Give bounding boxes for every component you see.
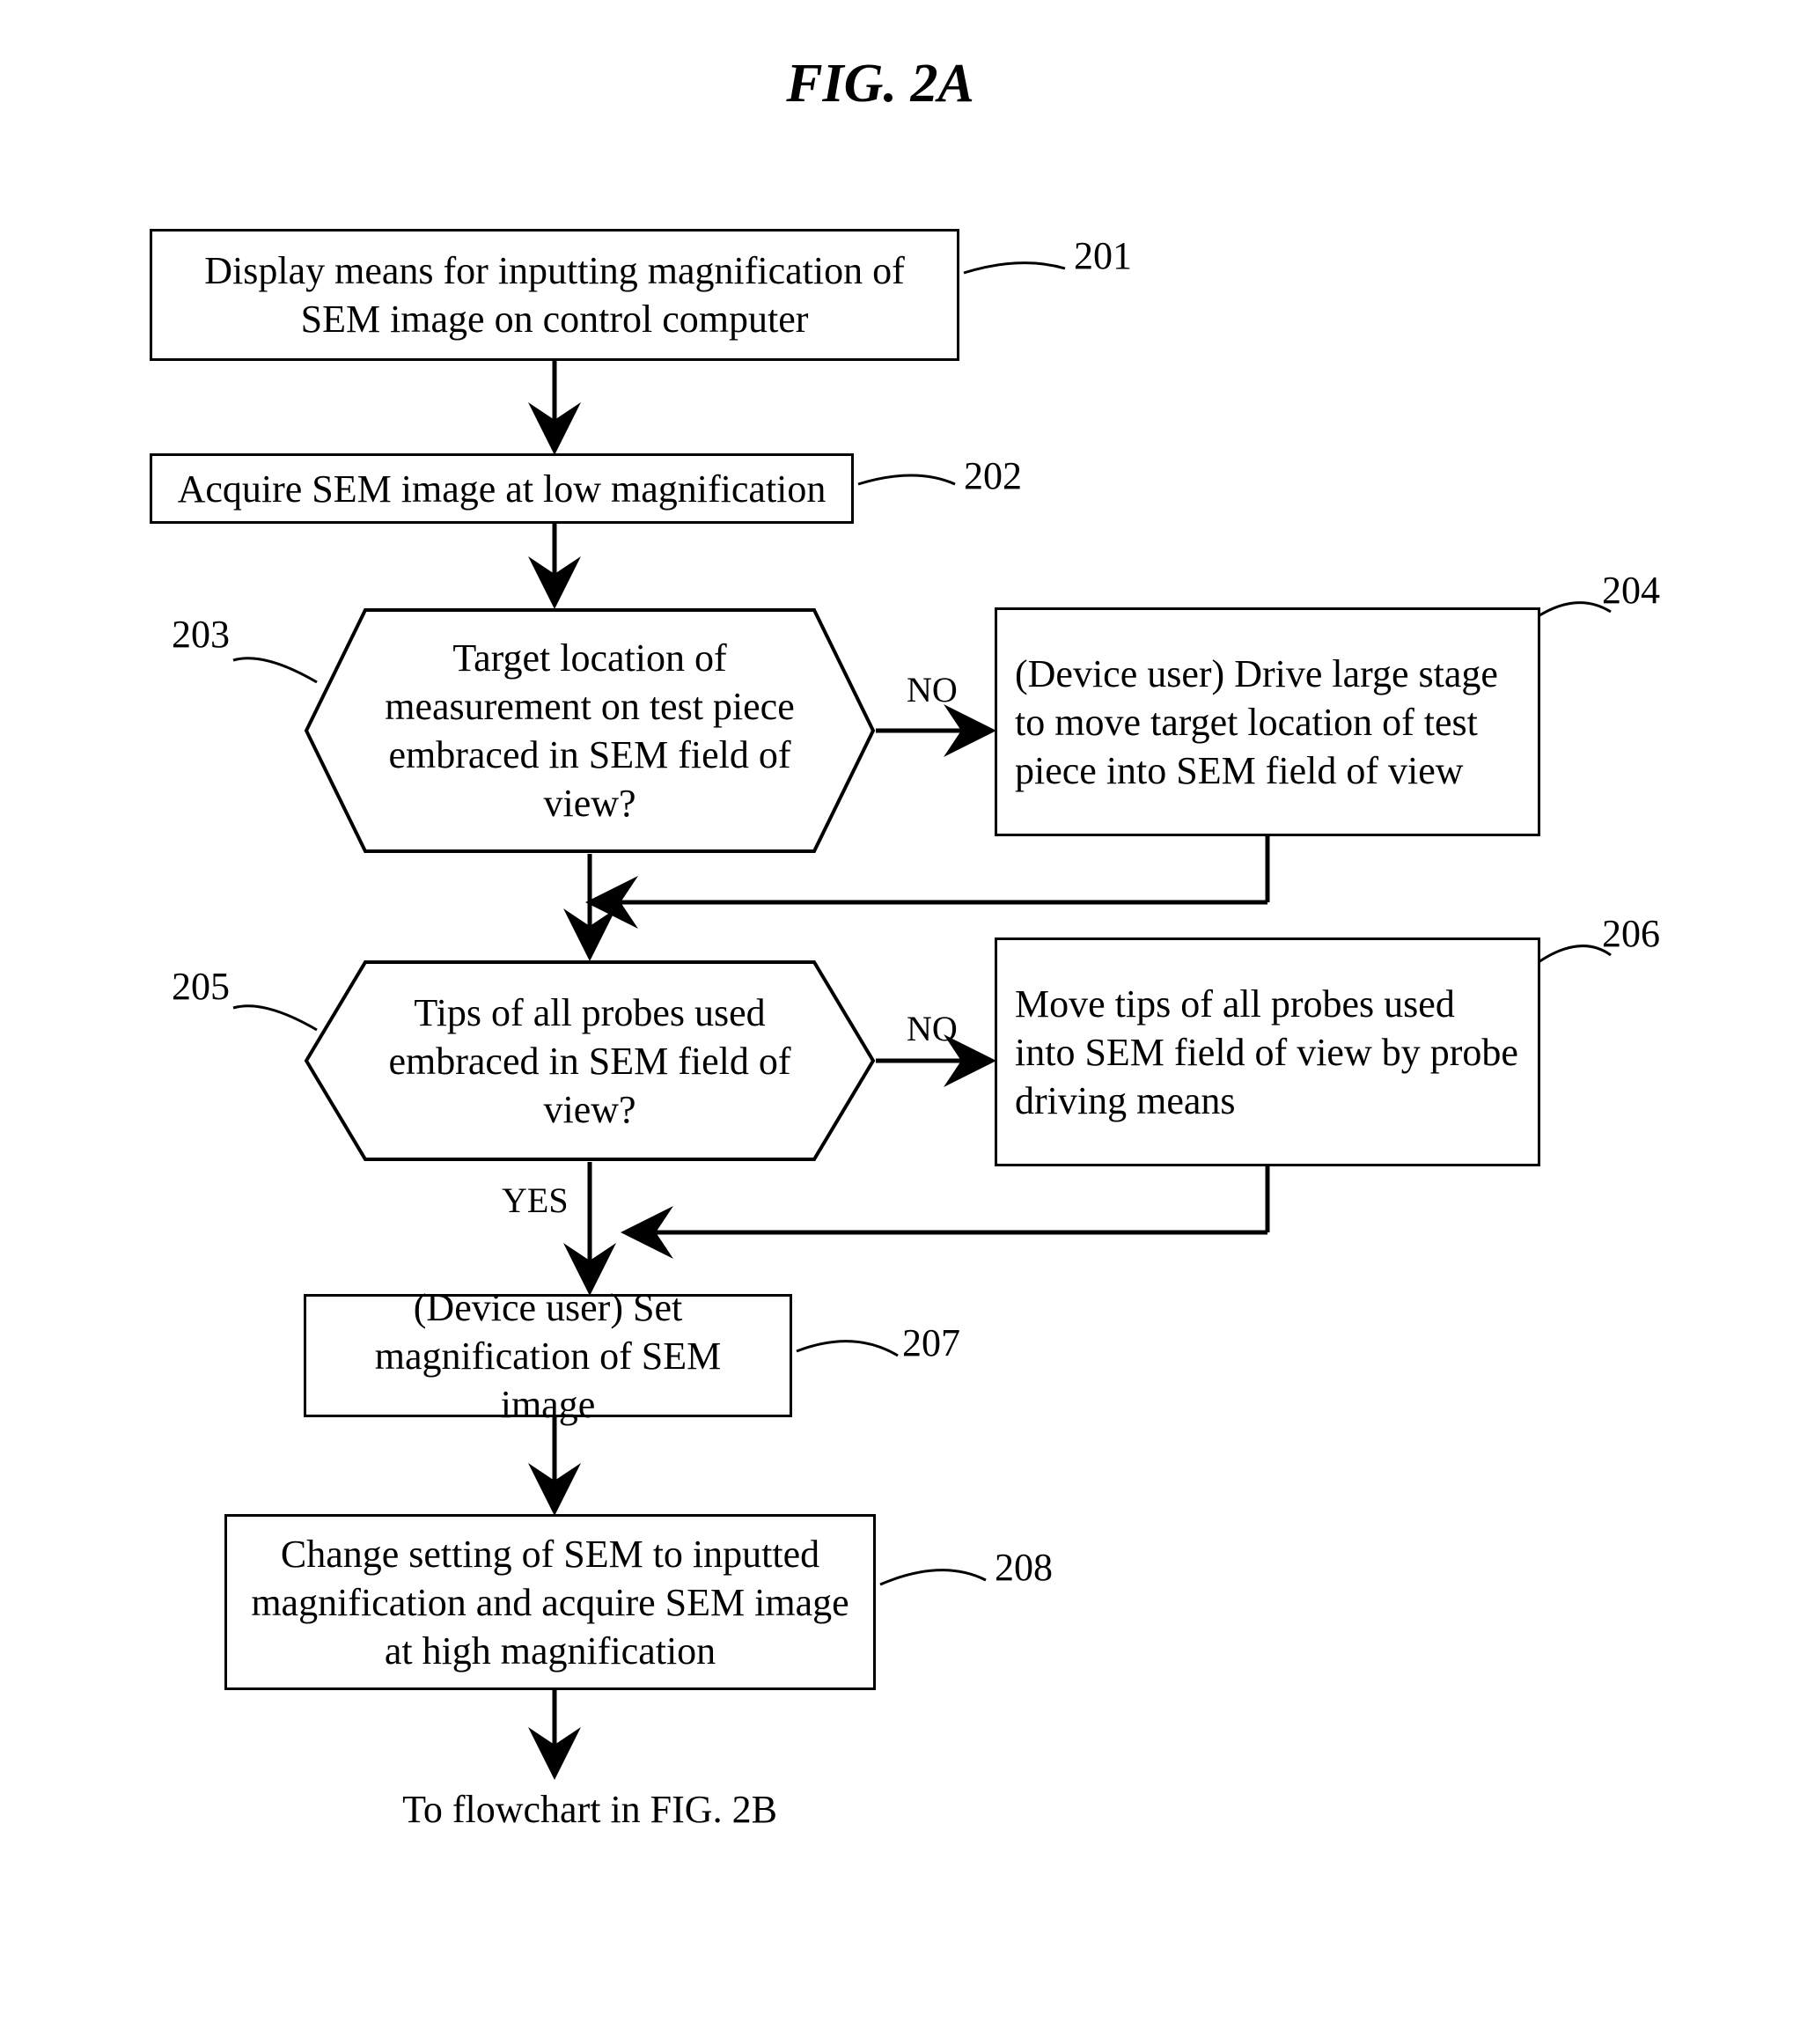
- edge-label-no-1: NO: [907, 669, 958, 710]
- node-205-text: Tips of all probes used embraced in SEM …: [304, 989, 876, 1134]
- ref-207: 207: [902, 1320, 960, 1365]
- ref-206: 206: [1602, 911, 1660, 956]
- ref-208: 208: [995, 1545, 1053, 1590]
- node-202-text: Acquire SEM image at low magnification: [178, 465, 827, 513]
- node-201-text: Display means for inputting magnificatio…: [170, 246, 939, 343]
- footer-text: To flowchart in FIG. 2B: [326, 1787, 854, 1832]
- node-208: Change setting of SEM to inputted magnif…: [224, 1514, 876, 1690]
- ref-202: 202: [964, 453, 1022, 498]
- node-204-text: (Device user) Drive large stage to move …: [1015, 650, 1520, 795]
- flowchart-container: FIG. 2A: [35, 35, 1765, 2009]
- node-203: Target location of measurement on test p…: [304, 607, 876, 854]
- node-204: (Device user) Drive large stage to move …: [995, 607, 1540, 836]
- ref-204: 204: [1602, 568, 1660, 613]
- node-208-text: Change setting of SEM to inputted magnif…: [245, 1530, 856, 1675]
- ref-203: 203: [172, 612, 230, 657]
- edge-label-no-2: NO: [907, 1008, 958, 1049]
- node-207: (Device user) Set magnification of SEM i…: [304, 1294, 792, 1417]
- node-202: Acquire SEM image at low magnification: [150, 453, 854, 524]
- node-201: Display means for inputting magnificatio…: [150, 229, 959, 361]
- node-203-text: Target location of measurement on test p…: [304, 634, 876, 827]
- node-206-text: Move tips of all probes used into SEM fi…: [1015, 980, 1520, 1125]
- ref-205: 205: [172, 964, 230, 1009]
- edge-label-yes: YES: [502, 1180, 569, 1221]
- ref-201: 201: [1074, 233, 1132, 278]
- node-205: Tips of all probes used embraced in SEM …: [304, 960, 876, 1162]
- node-207-text: (Device user) Set magnification of SEM i…: [324, 1283, 772, 1429]
- node-206: Move tips of all probes used into SEM fi…: [995, 937, 1540, 1166]
